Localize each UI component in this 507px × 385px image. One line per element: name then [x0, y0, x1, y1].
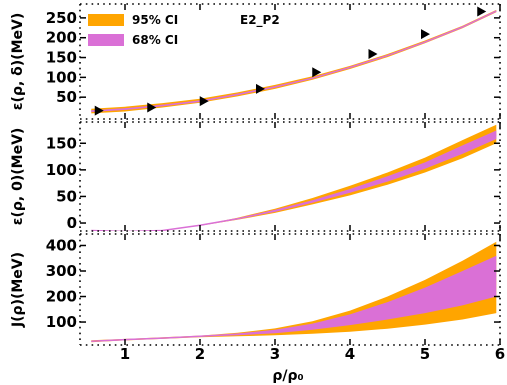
- x-tick-label-1: 2: [195, 345, 205, 363]
- panel-0-marker-7: [477, 6, 487, 17]
- panel-0-ylabel: ε(ρ, δ)(MeV): [10, 13, 26, 110]
- panel-1-ytick-label-3: 150: [46, 134, 77, 152]
- panel-2-ytick-label-1: 200: [46, 288, 77, 306]
- panel-2-ylabel: J(ρ)(MeV): [10, 252, 26, 328]
- panel-0-marker-6: [421, 29, 430, 40]
- panel-2-plot: [91, 241, 497, 343]
- legend-label-ci95: 95% CI: [132, 13, 178, 27]
- panel-0-marker-5: [368, 48, 378, 59]
- panel-0-central-line: [91, 10, 497, 112]
- panel-0-marker-1: [147, 102, 157, 113]
- legend: 95% CI 68% CI E2_P2: [88, 13, 280, 47]
- panel-2-ci68-band: [91, 255, 497, 342]
- panel-0-ytick-label-3: 200: [46, 29, 77, 47]
- panel-1-ytick-label-2: 100: [46, 161, 77, 179]
- legend-annotation: E2_P2: [240, 13, 280, 28]
- panel-0-marker-0: [94, 105, 104, 116]
- x-axis-label: ρ/ρ₀: [272, 368, 303, 384]
- panel-2-ytick-label-2: 300: [46, 262, 77, 280]
- panel-1-plot: [91, 124, 497, 231]
- panel-0-marker-2: [199, 96, 209, 107]
- x-tick-label-5: 6: [495, 345, 505, 363]
- x-tick-label-3: 4: [345, 345, 355, 363]
- panel-2-ytick-label-0: 100: [46, 313, 77, 331]
- legend-swatch-ci68: [88, 34, 124, 46]
- panel-1-ci68-band: [91, 130, 497, 231]
- legend-label-ci68: 68% CI: [132, 33, 178, 47]
- panel-0-ytick-label-1: 100: [46, 68, 77, 86]
- legend-swatch-ci95: [88, 14, 124, 26]
- panel-1-ylabel: ε(ρ, 0)(MeV): [10, 128, 26, 226]
- panel-0-ytick-label-0: 50: [56, 88, 77, 106]
- panel-2-ytick-label-3: 400: [46, 236, 77, 254]
- panel-0-ytick-label-4: 250: [46, 9, 77, 27]
- panel-2-central-line: [91, 275, 497, 342]
- x-tick-label-4: 5: [420, 345, 430, 363]
- panel-1-ytick-label-1: 50: [56, 187, 77, 205]
- panel-0-plot: [91, 6, 497, 116]
- panel-0-marker-3: [256, 83, 265, 94]
- x-tick-label-2: 3: [270, 345, 280, 363]
- panel-1-central-line: [91, 134, 497, 231]
- panel-2: 100 200 300 400 J(ρ)(MeV): [10, 233, 501, 346]
- panel-0-ytick-label-2: 150: [46, 49, 77, 67]
- panel-1-ytick-label-0: 0: [67, 214, 77, 232]
- panel-0-marker-4: [312, 67, 322, 78]
- panel-1-ci95-band: [91, 124, 497, 231]
- panel-1: 0 50 100 150 ε(ρ, 0)(MeV): [10, 121, 501, 232]
- x-tick-label-0: 1: [120, 345, 130, 363]
